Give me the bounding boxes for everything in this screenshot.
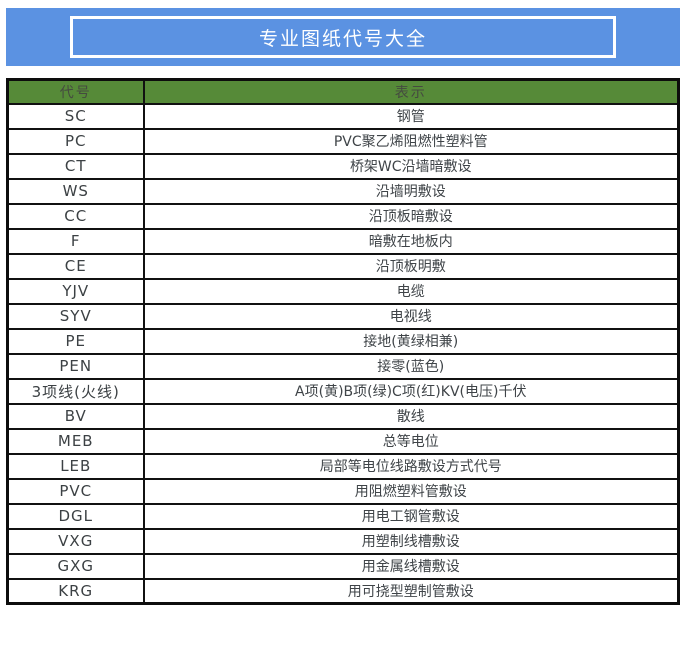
table-row: CE 沿顶板明敷 <box>6 252 680 280</box>
meaning-cell: 桥架WC沿墙暗敷设 <box>142 152 680 180</box>
table-row: BV 散线 <box>6 402 680 430</box>
table-row: PC PVC聚乙烯阻燃性塑料管 <box>6 127 680 155</box>
code-cell: WS <box>6 177 145 205</box>
table-row: CT 桥架WC沿墙暗敷设 <box>6 152 680 180</box>
column-header-meaning: 表示 <box>142 78 680 105</box>
table-row: SYV 电视线 <box>6 302 680 330</box>
table-row: LEB 局部等电位线路敷设方式代号 <box>6 452 680 480</box>
meaning-cell: 散线 <box>142 402 680 430</box>
code-cell: PEN <box>6 352 145 380</box>
meaning-cell: 沿墙明敷设 <box>142 177 680 205</box>
table-row: F 暗敷在地板内 <box>6 227 680 255</box>
meaning-cell: 钢管 <box>142 102 680 130</box>
table-body: SC 钢管 PC PVC聚乙烯阻燃性塑料管 CT 桥架WC沿墙暗敷设 WS 沿墙明敷设 CC 沿顶… <box>6 102 680 605</box>
code-cell: CT <box>6 152 145 180</box>
meaning-cell: 沿顶板明敷 <box>142 252 680 280</box>
meaning-cell: 总等电位 <box>142 427 680 455</box>
code-cell: PC <box>6 127 145 155</box>
table-row: GXG 用金属线槽敷设 <box>6 552 680 580</box>
meaning-cell: A项(黄)B项(绿)C项(红)KV(电压)千伏 <box>142 377 680 405</box>
code-cell: CC <box>6 202 145 230</box>
code-cell: SC <box>6 102 145 130</box>
table-row: VXG 用塑制线槽敷设 <box>6 527 680 555</box>
code-cell: YJV <box>6 277 145 305</box>
table-row: KRG 用可挠型塑制管敷设 <box>6 577 680 605</box>
table-row: 3项线(火线) A项(黄)B项(绿)C项(红)KV(电压)千伏 <box>6 377 680 405</box>
title-banner: 专业图纸代号大全 <box>6 8 680 66</box>
code-cell: SYV <box>6 302 145 330</box>
table-row: SC 钢管 <box>6 102 680 130</box>
meaning-cell: PVC聚乙烯阻燃性塑料管 <box>142 127 680 155</box>
title-banner-frame: 专业图纸代号大全 <box>70 16 616 58</box>
code-cell: PVC <box>6 477 145 505</box>
meaning-cell: 电缆 <box>142 277 680 305</box>
table-header-row: 代号 表示 <box>6 78 680 105</box>
meaning-cell: 接零(蓝色) <box>142 352 680 380</box>
table-row: PVC 用阻燃塑料管敷设 <box>6 477 680 505</box>
table-row: PE 接地(黄绿相兼) <box>6 327 680 355</box>
meaning-cell: 接地(黄绿相兼) <box>142 327 680 355</box>
page-title: 专业图纸代号大全 <box>258 27 427 50</box>
code-cell: MEB <box>6 427 145 455</box>
code-cell: 3项线(火线) <box>6 377 145 405</box>
code-cell: LEB <box>6 452 145 480</box>
meaning-cell: 用阻燃塑料管敷设 <box>142 477 680 505</box>
table-row: CC 沿顶板暗敷设 <box>6 202 680 230</box>
table-row: YJV 电缆 <box>6 277 680 305</box>
code-cell: CE <box>6 252 145 280</box>
column-header-code: 代号 <box>6 78 145 105</box>
meaning-cell: 用可挠型塑制管敷设 <box>142 577 680 605</box>
meaning-cell: 电视线 <box>142 302 680 330</box>
meaning-cell: 沿顶板暗敷设 <box>142 202 680 230</box>
code-cell: PE <box>6 327 145 355</box>
table-row: PEN 接零(蓝色) <box>6 352 680 380</box>
code-cell: F <box>6 227 145 255</box>
meaning-cell: 暗敷在地板内 <box>142 227 680 255</box>
code-cell: KRG <box>6 577 145 605</box>
table-row: DGL 用电工钢管敷设 <box>6 502 680 530</box>
code-cell: DGL <box>6 502 145 530</box>
code-cell: GXG <box>6 552 145 580</box>
table-row: MEB 总等电位 <box>6 427 680 455</box>
meaning-cell: 用塑制线槽敷设 <box>142 527 680 555</box>
meaning-cell: 用金属线槽敷设 <box>142 552 680 580</box>
meaning-cell: 用电工钢管敷设 <box>142 502 680 530</box>
table-row: WS 沿墙明敷设 <box>6 177 680 205</box>
meaning-cell: 局部等电位线路敷设方式代号 <box>142 452 680 480</box>
code-cell: BV <box>6 402 145 430</box>
code-cell: VXG <box>6 527 145 555</box>
codes-table: 代号 表示 SC 钢管 PC PVC聚乙烯阻燃性塑料管 CT 桥架WC沿墙暗敷设 WS 沿墙明… <box>6 78 680 605</box>
